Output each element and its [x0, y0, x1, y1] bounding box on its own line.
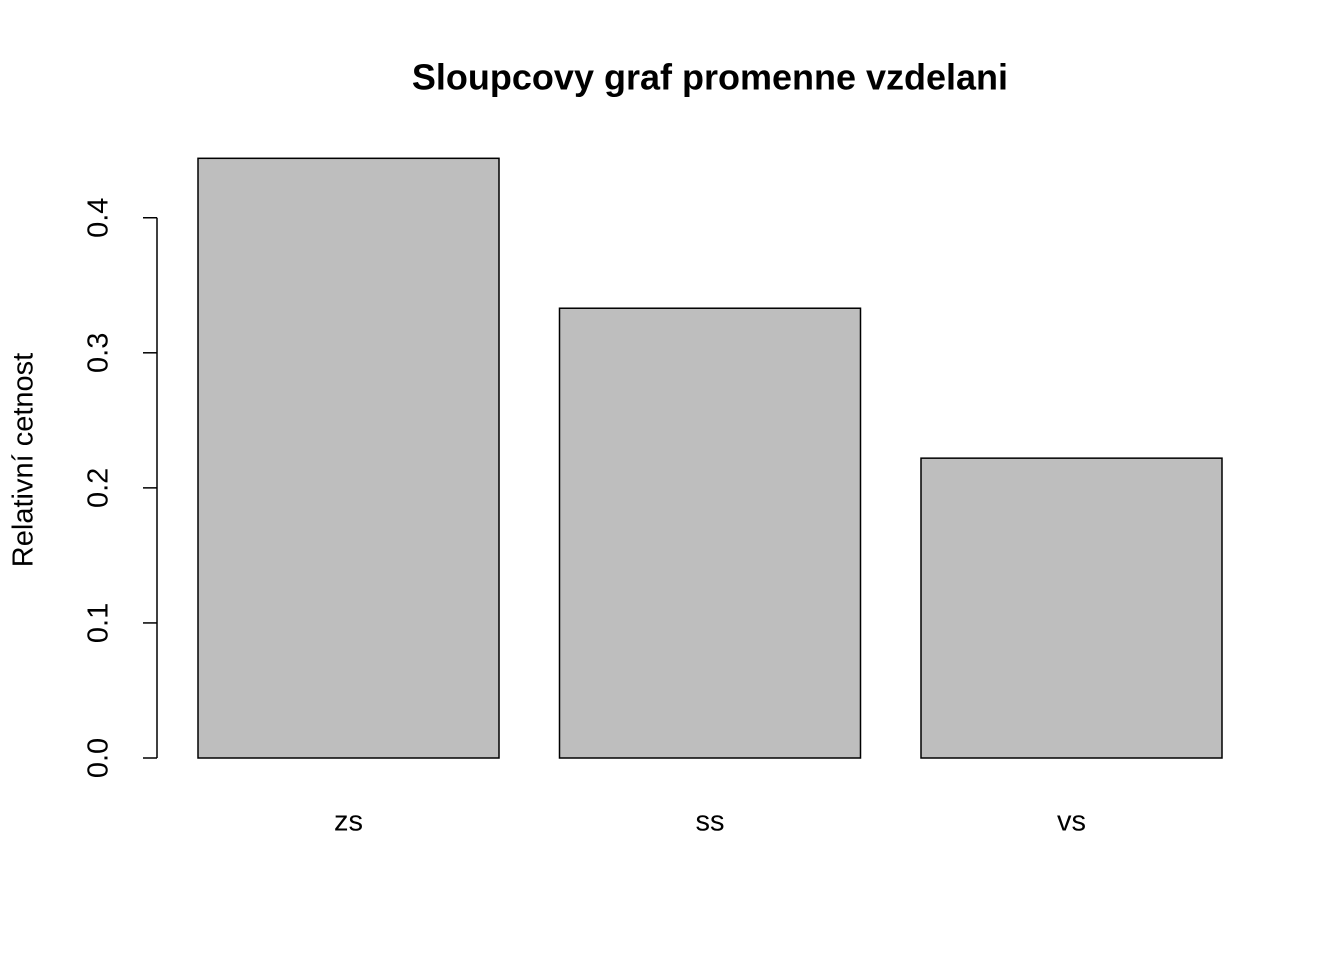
- x-tick-label: ss: [696, 806, 725, 838]
- y-tick-label: 0.3: [83, 333, 115, 373]
- chart-title: Sloupcovy graf promenne vzdelani: [412, 57, 1008, 98]
- y-tick-label: 0.2: [83, 468, 115, 508]
- x-tick-label: zs: [334, 806, 363, 838]
- bar: [197, 157, 500, 759]
- y-tick-label: 0.1: [83, 603, 115, 643]
- x-tick-label: vs: [1057, 806, 1086, 838]
- bar: [920, 457, 1223, 759]
- y-tick-label: 0.0: [83, 738, 115, 778]
- bar: [558, 307, 862, 759]
- y-tick-label: 0.4: [83, 198, 115, 238]
- y-axis-label: Relativní cetnost: [8, 353, 40, 567]
